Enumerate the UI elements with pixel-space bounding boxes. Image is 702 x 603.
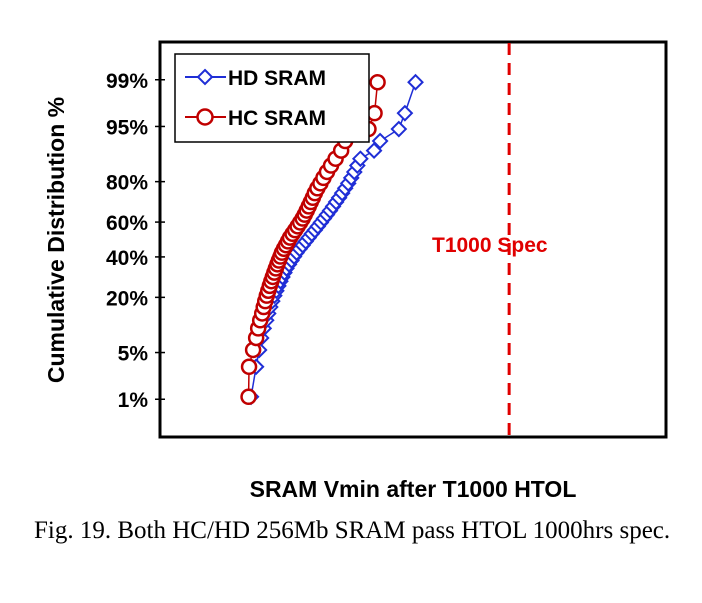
data-point-diamond <box>407 73 424 91</box>
y-axis-label: Cumulative Distribution % <box>43 97 69 383</box>
figure-caption: Fig. 19. Both HC/HD 256Mb SRAM pass HTOL… <box>34 517 671 544</box>
x-axis-label: SRAM Vmin after T1000 HTOL <box>250 476 577 502</box>
y-tick-label: 99% <box>106 70 148 93</box>
y-tick-label: 20% <box>106 287 148 310</box>
y-tick-label: 1% <box>118 389 149 412</box>
data-point-diamond <box>396 104 414 122</box>
series-hc-sram <box>240 73 386 406</box>
legend-hc-label: HC SRAM <box>228 107 326 130</box>
legend-hd-label: HD SRAM <box>228 67 326 90</box>
series-hd-sram <box>242 73 424 406</box>
data-point-circle <box>240 388 257 406</box>
data-point-diamond <box>371 132 389 150</box>
y-tick-label: 40% <box>106 247 148 270</box>
data-point-circle <box>240 358 258 376</box>
data-point-circle <box>369 73 386 91</box>
y-tick-label: 60% <box>106 212 148 235</box>
y-tick-label: 5% <box>118 343 149 366</box>
y-tick-label: 95% <box>106 116 148 139</box>
legend-hc-circle-icon <box>196 108 214 126</box>
t1000-spec-label: T1000 Spec <box>432 234 548 257</box>
legend-hd-diamond-icon <box>196 68 214 86</box>
data-point-diamond <box>351 150 369 168</box>
legend-box <box>174 53 370 143</box>
y-axis-ticks: 1% 5% 20% 40% 60% 80% 95% 99% <box>106 70 165 412</box>
data-point-diamond <box>390 120 408 138</box>
y-tick-label: 80% <box>106 172 148 195</box>
data-point-diamond <box>365 142 383 160</box>
legend: HD SRAM HC SRAM <box>174 53 370 143</box>
series-layer <box>240 73 424 406</box>
cumulative-distribution-chart: 1% 5% 20% 40% 60% 80% 95% 99% T1000 Spec HD SRA… <box>43 40 668 502</box>
